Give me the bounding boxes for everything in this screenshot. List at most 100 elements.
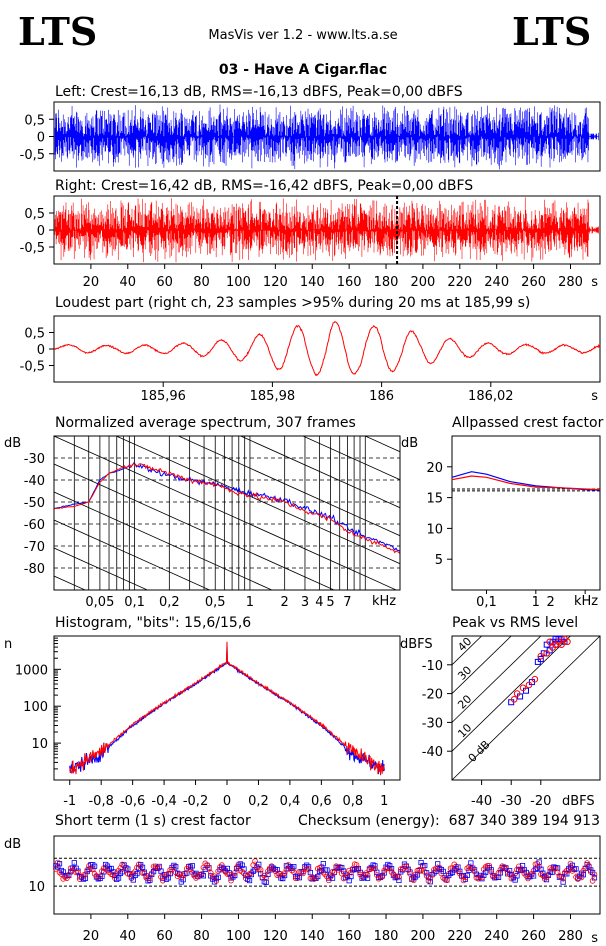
short-term-point-right bbox=[407, 870, 413, 877]
histogram-series-right bbox=[69, 641, 385, 776]
short-term-xtick-label: 120 bbox=[263, 929, 288, 944]
short-term-point-left bbox=[329, 875, 336, 881]
loudest-part-xtick-label: 186,02 bbox=[468, 389, 514, 404]
histogram-ytick-label: 1000 bbox=[15, 663, 48, 678]
peak-rms-xtick-label: -40 bbox=[471, 794, 492, 809]
short-term-crest-title: Short term (1 s) crest factor bbox=[55, 813, 251, 829]
peak-rms-point-right bbox=[510, 696, 518, 703]
right-waveform-xtick-label: 180 bbox=[374, 275, 399, 290]
spectrum-slope-line bbox=[54, 491, 273, 590]
peak-rms-xtick-label: -30 bbox=[501, 794, 522, 809]
crest-factor-ylabel: dB bbox=[401, 436, 418, 451]
right-waveform-xtick-label: 100 bbox=[226, 275, 251, 290]
short-term-xtick-label: 140 bbox=[300, 929, 325, 944]
left-waveform-ytick-label: 0,5 bbox=[24, 113, 45, 128]
loudest-part-ytick-label: 0 bbox=[37, 343, 45, 358]
spectrum-ylabel: dB bbox=[4, 436, 21, 451]
peak-rms-crest-line bbox=[452, 636, 483, 666]
right-waveform-title: Right: Crest=16,42 dB, RMS=-16,42 dBFS, … bbox=[55, 178, 473, 194]
right-waveform-ytick-label: 0 bbox=[37, 224, 45, 239]
histogram-ytick-label: 100 bbox=[23, 700, 48, 715]
short-term-frame bbox=[53, 835, 601, 915]
histogram-xtick-label: 0,4 bbox=[280, 794, 301, 809]
spectrum-ytick-label: -30 bbox=[24, 452, 45, 467]
histogram-xtick-label: 1 bbox=[380, 794, 388, 809]
spectrum-ytick-label: -80 bbox=[24, 562, 45, 577]
peak-rms-point-right bbox=[519, 684, 527, 692]
peak-rms-point-left bbox=[534, 658, 541, 665]
crest-factor-ytick-label: 20 bbox=[426, 461, 443, 476]
short-term-point-right bbox=[418, 868, 424, 874]
peak-rms-point-right bbox=[546, 638, 553, 646]
spectrum-ytick-label: -40 bbox=[24, 474, 45, 489]
peak-rms-xlabel: dBFS bbox=[562, 794, 595, 809]
short-term-point-left bbox=[296, 875, 302, 881]
short-term-xunit: s bbox=[591, 931, 598, 946]
peak-rms-crest-label: 0 dB bbox=[466, 738, 493, 765]
short-term-point-left bbox=[591, 875, 598, 881]
checksum-label: Checksum (energy): bbox=[298, 813, 440, 829]
short-term-point-right bbox=[252, 858, 258, 864]
short-term-series-left bbox=[55, 861, 595, 884]
peak-rms-point-right bbox=[564, 638, 571, 646]
right-waveform-xtick-label: 240 bbox=[484, 275, 509, 290]
short-term-point-left bbox=[324, 867, 330, 873]
peak-rms-crest-label: 20 bbox=[455, 692, 474, 711]
short-term-point-left bbox=[189, 863, 195, 869]
peak-rms-crest-label: 10 bbox=[455, 721, 474, 740]
spectrum-xtick-label: 7 bbox=[343, 595, 351, 610]
peak-rms-ytick-label: -30 bbox=[422, 716, 443, 731]
spectrum-ytick-label: -70 bbox=[24, 540, 45, 555]
short-term-point-left bbox=[315, 873, 321, 880]
spectrum-slope-line bbox=[54, 463, 335, 590]
short-term-xtick-label: 160 bbox=[337, 929, 362, 944]
peak-rms-xtick-label: -20 bbox=[530, 794, 551, 809]
left-waveform-trace bbox=[54, 104, 599, 170]
right-waveform-xtick-label: 160 bbox=[337, 275, 362, 290]
short-term-point-right bbox=[591, 871, 598, 878]
short-term-point-left bbox=[139, 864, 146, 870]
histogram-xtick-label: 0,2 bbox=[248, 794, 269, 809]
spectrum-xtick-label: 0,5 bbox=[205, 595, 226, 610]
peak-rms-ytick-label: -40 bbox=[422, 745, 443, 760]
short-term-xtick-label: 20 bbox=[83, 929, 100, 944]
short-term-point-left bbox=[580, 872, 586, 878]
peak-rms-point-right bbox=[537, 652, 545, 660]
spectrum-slope-line bbox=[239, 436, 400, 509]
crest-factor-xtick-label: 2 bbox=[547, 595, 555, 610]
short-term-point-left bbox=[590, 869, 596, 876]
short-term-xtick-label: 260 bbox=[521, 929, 546, 944]
short-term-point-left bbox=[560, 879, 566, 885]
histogram-xtick-label: -0,6 bbox=[120, 794, 145, 809]
spectrum-xtick-label: 0,2 bbox=[159, 595, 180, 610]
short-term-point-left bbox=[200, 873, 207, 879]
spectrum-slope-line bbox=[54, 519, 211, 590]
peak-rms-crest-line bbox=[452, 636, 542, 723]
crest-factor-series-left bbox=[451, 471, 601, 491]
short-term-xtick-label: 220 bbox=[447, 929, 472, 944]
crest-factor-ytick-label: 15 bbox=[426, 492, 443, 507]
loudest-part-xunit: s bbox=[591, 389, 598, 404]
spectrum-slope-line bbox=[54, 660, 400, 816]
loudest-part-title: Loudest part (right ch, 23 samples >95% … bbox=[55, 295, 530, 311]
short-term-point-left bbox=[246, 877, 253, 884]
histogram-ylabel: n bbox=[4, 637, 12, 652]
peak-rms-ytick-label: -20 bbox=[422, 688, 443, 703]
short-term-point-left bbox=[71, 860, 77, 866]
logo-left: LTS bbox=[18, 9, 97, 54]
loudest-part-ytick-label: -0,5 bbox=[20, 360, 45, 375]
short-term-point-left bbox=[348, 873, 354, 880]
short-term-point-left bbox=[291, 864, 297, 870]
peak-rms-crest-label: 40 bbox=[455, 635, 474, 654]
spectrum-slope-line bbox=[54, 240, 400, 396]
right-waveform-xtick-label: 80 bbox=[193, 275, 210, 290]
loudest-part-xtick-label: 186 bbox=[369, 389, 394, 404]
short-term-point-left bbox=[307, 870, 313, 876]
peak-rms-crest-line bbox=[452, 636, 600, 780]
short-term-xtick-label: 200 bbox=[411, 929, 436, 944]
short-term-point-left bbox=[468, 860, 474, 866]
short-term-point-left bbox=[514, 873, 520, 879]
app-title: MasVis ver 1.2 - www.lts.a.se bbox=[208, 28, 397, 43]
spectrum-plot-area bbox=[54, 240, 400, 816]
short-term-xtick-label: 280 bbox=[558, 929, 583, 944]
